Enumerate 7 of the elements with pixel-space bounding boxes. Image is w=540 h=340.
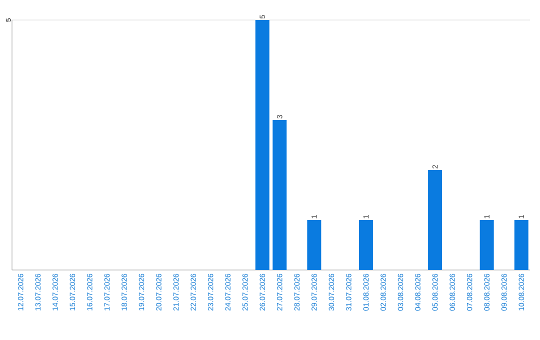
bar bbox=[480, 220, 494, 270]
bar bbox=[358, 220, 373, 270]
bar bbox=[255, 20, 270, 270]
bar bbox=[272, 120, 287, 270]
bar bbox=[307, 220, 322, 270]
bar bbox=[428, 170, 442, 270]
bar bbox=[514, 220, 528, 270]
